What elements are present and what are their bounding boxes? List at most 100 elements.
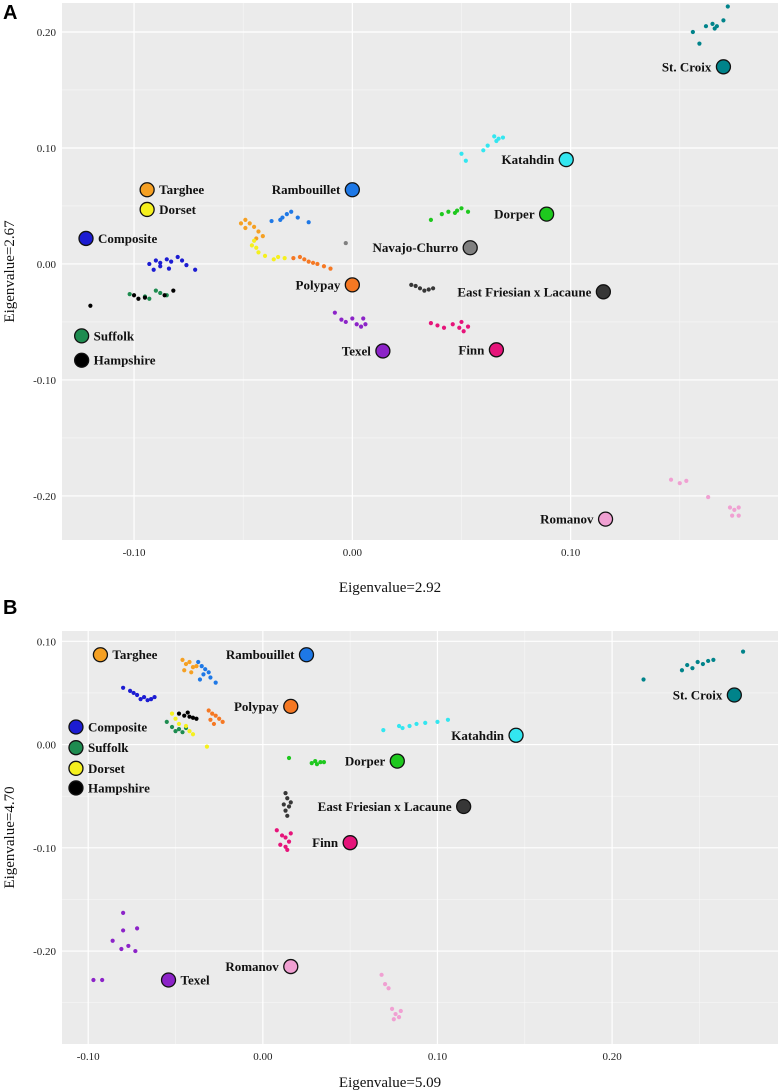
panel-b-marker-texel (160, 972, 177, 988)
panel-b-point-composite (128, 688, 133, 693)
panel-a-point-romanov (677, 481, 682, 486)
panel-b-x-tick-label: 0.20 (602, 1051, 622, 1063)
panel-b-marker-east-friesian-x-lacaune (456, 798, 472, 815)
panel-a-point-polypay (310, 260, 316, 265)
panel-b-point-finn (283, 835, 288, 840)
panel-b-point-east-friesian-x-lacaune (286, 804, 292, 809)
panel-a-label-east-friesian-x-lacaune: East Friesian x Lacaune (457, 284, 591, 299)
panel-a-label-hampshire: Hampshire (94, 353, 156, 368)
panel-b-point-romanov (393, 1011, 398, 1017)
panel-b-point-texel (133, 948, 138, 954)
panel-a-point-finn (435, 323, 440, 328)
panel-a-point-katahdin (492, 134, 497, 139)
panel-b-point-texel (126, 943, 131, 949)
panel-a-point-rambouillet (295, 215, 300, 220)
panel-b-point-finn (288, 831, 293, 836)
panel-a-y-axis-label: Eigenvalue=2.67 (2, 220, 18, 323)
panel-b-background (62, 631, 778, 1044)
panel-a-point-rambouillet (269, 218, 274, 224)
panel-b-point-hampshire (182, 713, 187, 718)
panel-a-point-targhee (238, 221, 244, 226)
panel-b-point-polypay (217, 716, 222, 721)
panel-b-label-dorper: Dorper (345, 754, 386, 769)
panel-a-point-composite (164, 257, 169, 262)
panel-a-point-east-friesian-x-lacaune (409, 282, 414, 287)
panel-b-point-suffolk (180, 730, 185, 735)
panel-a-point-dorset (282, 256, 287, 261)
panel-a-point-polypay (306, 259, 311, 264)
panel-b-point-texel (100, 977, 105, 983)
panel-a-point-targhee (251, 224, 257, 229)
panel-b-point-targhee (189, 670, 194, 675)
panel-a-point-texel (339, 317, 344, 322)
panel-a-point-suffolk (147, 296, 152, 301)
panel-a-point-polypay (315, 261, 320, 267)
panel-a-point-romanov (732, 507, 737, 512)
panel-b-point-east-friesian-x-lacaune (285, 813, 290, 818)
panel-b-point-finn (285, 847, 290, 852)
panel-b-point-targhee (182, 668, 187, 673)
panel-b-point-rambouillet (197, 677, 203, 682)
panel-a-label-navajo-churro: Navajo-Churro (373, 240, 459, 255)
panel-b-point-romanov (391, 1017, 396, 1022)
panel-letter-b: B (3, 597, 18, 619)
panel-a-point-romanov (684, 478, 689, 483)
panel-a-point-composite (158, 264, 163, 269)
panel-a-point-katahdin (485, 143, 490, 148)
panel-b-point-romanov (396, 1015, 402, 1020)
panel-a-point-polypay (321, 264, 327, 269)
panel-b-point-hampshire (190, 715, 196, 720)
panel-b-point-east-friesian-x-lacaune (283, 808, 288, 813)
panel-a-label-romanov: Romanov (540, 512, 594, 527)
panel-a-marker-rambouillet (344, 182, 360, 198)
panel-b-plot: -0.10 0.00 0.10 0.20 -0.20 -0.10 0.00 0.10 Eigen… (2, 631, 778, 1091)
panel-a-point-finn (428, 321, 434, 326)
panel-b-point-hampshire (187, 714, 192, 719)
panel-a-point-finn (441, 325, 447, 330)
panel-a-marker-navajo-churro (462, 240, 478, 256)
panel-a-y-tick-label: 0.10 (37, 143, 57, 155)
panel-b-point-katahdin (381, 728, 386, 733)
panel-a-point-east-friesian-x-lacaune (426, 287, 431, 292)
panel-b-point-composite (148, 697, 154, 702)
panel-b-point-polypay (210, 711, 215, 716)
panel-b-point-suffolk (164, 719, 169, 724)
panel-a-point-st-croix (721, 18, 726, 23)
panel-b-point-finn (279, 833, 285, 838)
panel-a-point-rambouillet (289, 209, 294, 214)
panel-b-point-st-croix (641, 677, 646, 682)
panel-b-point-texel (91, 977, 96, 983)
panel-a-x-axis-label: Eigenvalue=2.92 (339, 580, 441, 596)
panel-a-point-katahdin (481, 148, 486, 153)
panel-a-point-dorset (256, 250, 261, 255)
panel-a-point-suffolk (127, 292, 132, 297)
panel-b-marker-katahdin (508, 727, 524, 743)
panel-b-point-texel (121, 928, 126, 933)
panel-a-marker-east-friesian-x-lacaune (595, 284, 612, 300)
panel-b-label-rambouillet: Rambouillet (226, 647, 295, 662)
panel-b-point-targhee (190, 665, 196, 670)
panel-b-y-tick-label: -0.20 (33, 946, 56, 958)
panel-b-point-composite (141, 694, 147, 700)
panel-b-label-st-croix: St. Croix (673, 688, 723, 703)
panel-a-point-hampshire (88, 303, 93, 308)
panel-b-label-finn: Finn (312, 835, 339, 850)
panel-b-point-romanov (398, 1008, 403, 1014)
panel-a-x-tick-label: 0.10 (561, 547, 581, 559)
panel-a-point-finn (459, 319, 464, 325)
panel-a-point-dorset (276, 254, 281, 260)
panel-b-point-texel (121, 910, 126, 915)
panel-b-point-composite (121, 685, 126, 690)
panel-b-point-composite (152, 694, 157, 700)
panel-b-point-dorper (321, 760, 327, 765)
panel-b-marker-composite (68, 719, 84, 735)
panel-b-point-polypay (206, 708, 211, 713)
panel-b-point-targhee (183, 661, 189, 667)
panel-a-point-navajo-churro (343, 240, 348, 246)
panel-a-marker-finn (488, 342, 505, 358)
panel-b-marker-dorper (389, 753, 405, 769)
panel-a-point-targhee (247, 221, 252, 226)
panel-a-point-suffolk (158, 290, 163, 296)
panel-b-point-dorper (309, 761, 314, 766)
